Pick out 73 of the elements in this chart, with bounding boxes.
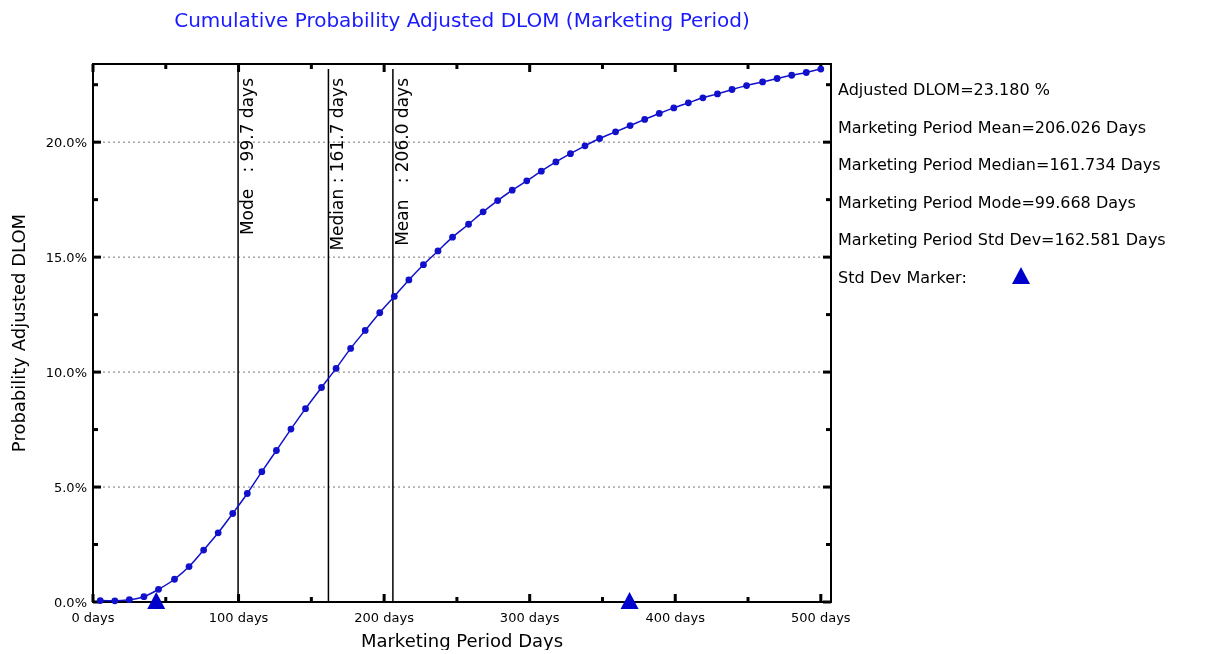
point — [420, 261, 427, 269]
point — [728, 86, 736, 93]
point — [376, 309, 384, 317]
point — [552, 158, 560, 166]
point — [347, 345, 355, 352]
point — [185, 563, 193, 570]
point — [155, 585, 162, 593]
y-tick-label: 5.0% — [53, 480, 87, 496]
y-axis-title: Probability Adjusted DLOM — [8, 213, 29, 453]
x-tick-label: 500 days — [790, 610, 851, 625]
point — [302, 405, 309, 413]
text: Adjusted DLOM=23.180 % — [838, 80, 1050, 99]
point — [390, 293, 398, 300]
point — [537, 167, 545, 175]
text: Marketing Period Mean=206.026 Days — [838, 117, 1146, 137]
point — [229, 510, 237, 517]
point — [125, 596, 133, 604]
point — [581, 142, 589, 150]
text: Marketing Period Std Dev=162.581 Days — [838, 230, 1166, 250]
x-tick-label: 100 days — [208, 610, 269, 625]
x-tick-label: 300 days — [499, 610, 560, 625]
y-tick-label: 10.0% — [45, 365, 87, 381]
x-tick-label: 400 days — [645, 610, 706, 625]
point — [523, 177, 531, 185]
point — [655, 110, 663, 117]
point — [612, 128, 619, 136]
ref-line-label: Mean : 206.0 days — [391, 77, 412, 246]
point — [287, 425, 295, 433]
point — [714, 90, 721, 98]
x-axis-title: Marketing Period Days — [360, 630, 564, 651]
point — [258, 468, 266, 476]
point — [743, 82, 750, 90]
point — [332, 365, 340, 372]
point — [465, 220, 472, 228]
point — [596, 135, 603, 142]
ref-line-label: Mode : 99.7 days — [237, 77, 258, 236]
point — [788, 71, 796, 79]
point — [479, 208, 487, 216]
point — [508, 186, 516, 194]
y-tick-label: 0.0% — [53, 595, 87, 610]
point — [567, 150, 574, 158]
x-tick-label: 200 days — [354, 610, 415, 625]
ref-line-label: Median : 161.7 days — [327, 77, 348, 251]
point — [670, 104, 678, 112]
point — [802, 69, 810, 76]
text: Std Dev Marker: — [838, 268, 967, 287]
point — [111, 597, 119, 605]
point — [214, 529, 222, 537]
chart-title: Cumulative Probability Adjusted DLOM (Marketing Period) — [174, 8, 750, 32]
point — [405, 276, 413, 284]
y-tick-label: 20.0% — [45, 135, 87, 151]
y-tick-label: 15.0% — [45, 250, 87, 266]
point — [140, 593, 148, 601]
point — [494, 197, 502, 204]
point — [626, 122, 634, 130]
point — [171, 575, 178, 583]
point — [361, 327, 369, 334]
text: Marketing Period Median=161.734 Days — [838, 155, 1161, 175]
point — [641, 116, 649, 123]
text: Marketing Period Mode=99.668 Days — [838, 192, 1136, 212]
point — [684, 99, 692, 107]
point — [449, 233, 456, 241]
point — [147, 592, 166, 609]
point — [759, 78, 766, 86]
point — [273, 447, 280, 454]
point — [200, 546, 208, 554]
point — [318, 384, 325, 391]
point — [434, 247, 442, 255]
point — [620, 592, 639, 609]
x-tick-label: 0 days — [71, 610, 115, 625]
point — [699, 94, 707, 102]
point — [243, 490, 251, 497]
point — [773, 75, 781, 82]
